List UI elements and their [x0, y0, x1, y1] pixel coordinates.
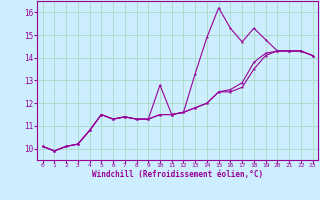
X-axis label: Windchill (Refroidissement éolien,°C): Windchill (Refroidissement éolien,°C)	[92, 170, 263, 179]
